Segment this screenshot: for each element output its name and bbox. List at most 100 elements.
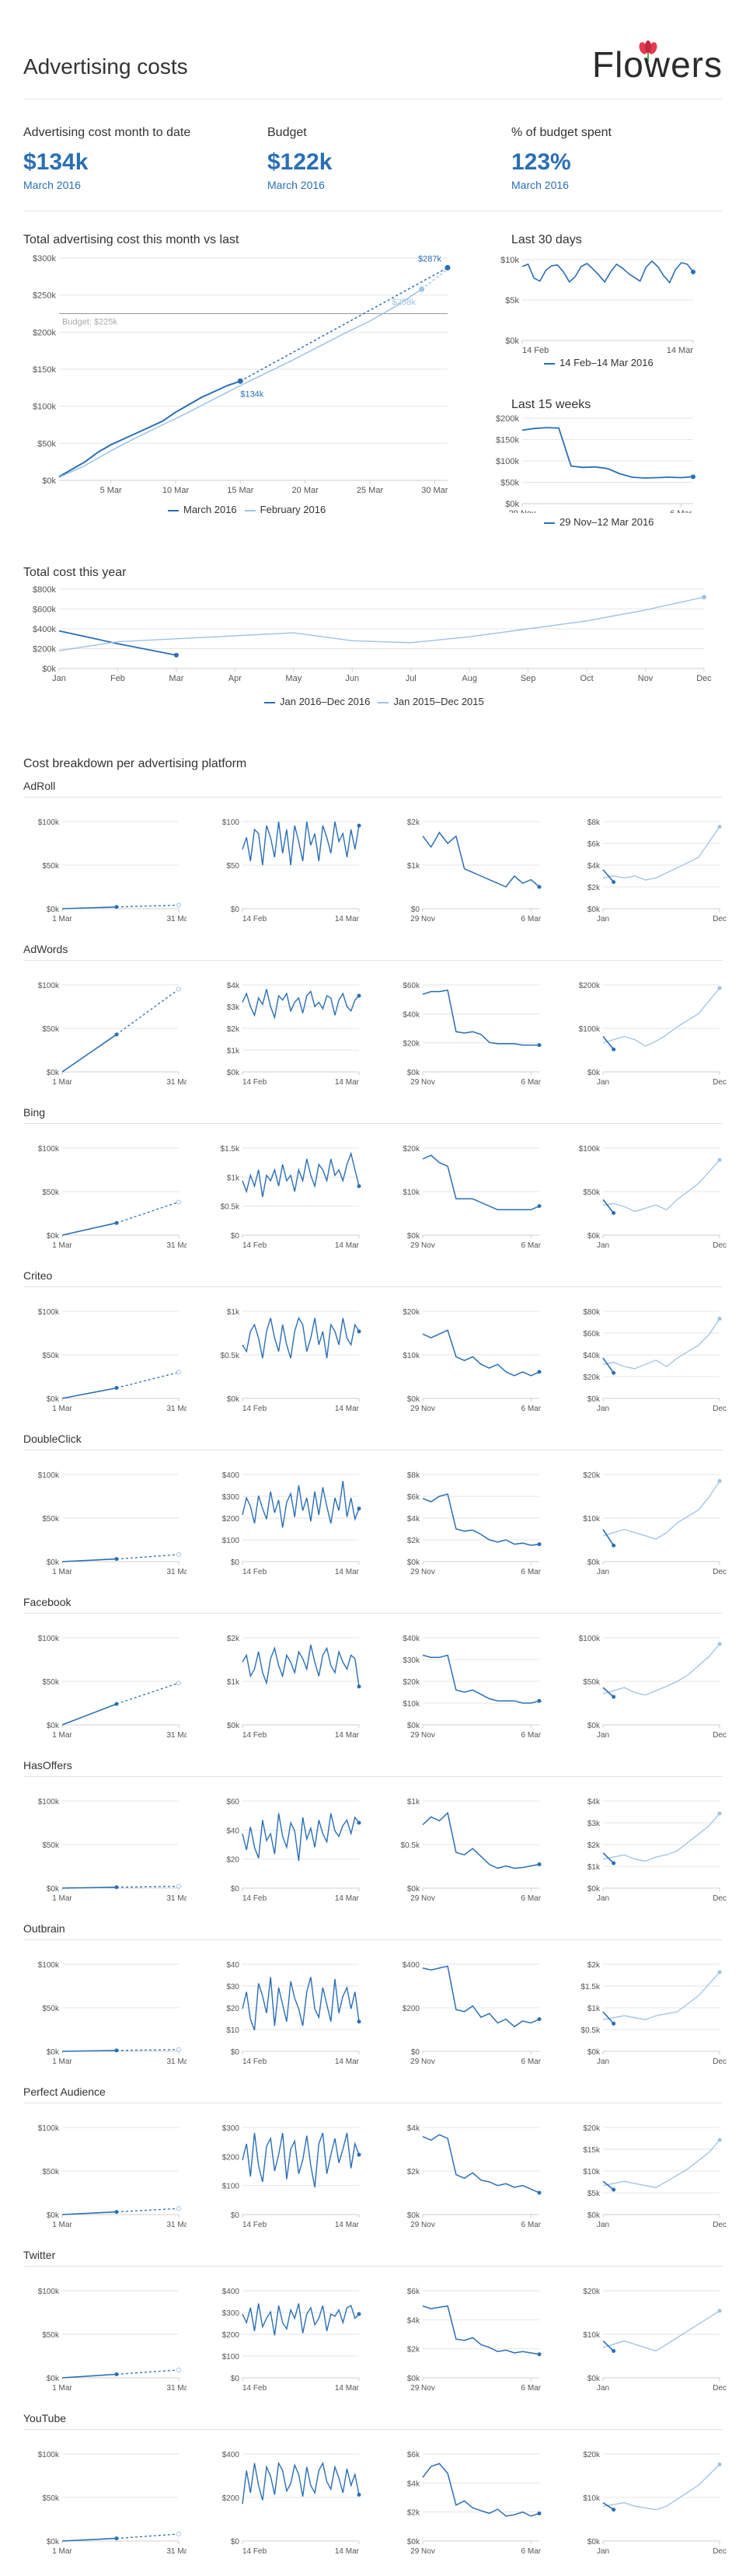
x-tick-label: Feb — [110, 674, 125, 683]
x-tick-label: 29 Nov — [410, 2384, 435, 2393]
y-tick-label: $100k — [38, 1635, 60, 1643]
y-tick-label: $50k — [42, 1189, 60, 1197]
current-year-end-point — [612, 1210, 616, 1215]
projection-end-point — [176, 2367, 181, 2372]
y-tick-label: $0 — [411, 906, 420, 914]
series-end-point — [444, 264, 451, 271]
current-year-end-point — [612, 1861, 616, 1866]
kpi-period: March 2016 — [267, 179, 325, 191]
y-tick-label: $50k — [583, 1678, 601, 1687]
y-tick-label: $8k — [587, 819, 601, 827]
y-tick-label: $15k — [583, 2146, 601, 2155]
x-tick-label: Dec — [713, 2058, 727, 2066]
y-tick-label: $2k — [587, 1961, 601, 1970]
x-tick-label: Nov — [638, 674, 654, 683]
x-tick-label: 30 Mar — [421, 486, 448, 495]
y-tick-label: $400 — [222, 1471, 240, 1480]
budget-label: Budget: $225k — [62, 318, 117, 327]
kpi-label: Budget — [267, 126, 307, 139]
last30-chart-title: Last 30 days — [511, 233, 582, 246]
current-year-line — [602, 1852, 615, 1864]
x-tick-label: Jan — [52, 674, 66, 683]
previous-year-line — [602, 826, 720, 881]
y-tick-label: $0k — [47, 2538, 60, 2546]
y-tick-label: $100 — [222, 2183, 240, 2191]
series-end-point — [691, 269, 695, 274]
platform-month-chart: $0k $50k $100k 1 Mar 31 Mar — [38, 982, 186, 1087]
platform-last30-chart: $0 $50 $100 14 Feb 14 Mar — [222, 819, 361, 923]
x-tick-label: 1 Mar — [52, 1568, 72, 1576]
series-point — [114, 2536, 119, 2541]
previous-year-line — [602, 1480, 720, 1540]
x-tick-label: 29 Nov — [410, 1078, 435, 1087]
y-tick-label: $0k — [47, 1069, 60, 1077]
x-tick-label: 10 Mar — [162, 486, 190, 495]
y-tick-label: $100 — [222, 1537, 240, 1545]
y-tick-label: $0k — [47, 2375, 60, 2383]
y-tick-label: $8k — [407, 1471, 420, 1480]
x-tick-label: Dec — [713, 1078, 727, 1087]
series-point — [114, 2048, 119, 2053]
y-tick-label: $10k — [583, 2331, 601, 2340]
y-tick-label: $20k — [583, 2451, 601, 2459]
x-tick-label: 6 Mar — [521, 915, 542, 923]
x-tick-label: 1 Mar — [52, 915, 72, 923]
x-tick-label: 14 Mar — [335, 915, 360, 923]
series-end-point — [357, 2152, 361, 2157]
y-tick-label: $3k — [587, 1820, 601, 1828]
y-tick-label: $6k — [587, 840, 601, 849]
y-tick-label: $0k — [505, 500, 519, 509]
x-tick-label: 6 Mar — [670, 509, 692, 513]
y-tick-label: $4k — [407, 2124, 420, 2133]
y-tick-label: $0 — [231, 2048, 240, 2057]
x-tick-label: 29 Nov — [410, 2058, 435, 2066]
legend-swatch — [168, 509, 179, 511]
series-end-point — [357, 2312, 361, 2316]
platform-divider — [23, 1286, 723, 1287]
series-line — [61, 1703, 117, 1726]
series-line — [58, 630, 177, 656]
x-tick-label: 6 Mar — [521, 1568, 542, 1576]
y-tick-label: $200k — [33, 645, 56, 654]
x-tick-label: 14 Feb — [242, 1731, 267, 1740]
series-point — [114, 1386, 119, 1391]
x-tick-label: 14 Mar — [335, 1078, 360, 1087]
legend-item: Jan 2016–Dec 2016 — [264, 696, 370, 707]
platform-year-chart: $0k $0.5k $1k $1.5k $2k Jan Dec — [581, 1961, 727, 2066]
platform-month-chart: $0k $50k $100k 1 Mar 31 Mar — [38, 2451, 186, 2556]
current-year-line — [602, 2011, 615, 2024]
y-tick-label: $0k — [407, 1885, 420, 1894]
x-tick-label: Jan — [597, 2384, 609, 2393]
previous-year-line — [602, 987, 720, 1047]
x-tick-label: 29 Nov — [410, 915, 435, 923]
legend-label: 29 Nov–12 Mar 2016 — [560, 516, 654, 528]
y-tick-label: $100 — [222, 819, 240, 827]
legend-item: Jan 2015–Dec 2015 — [378, 696, 484, 707]
y-tick-label: $100k — [579, 1145, 601, 1154]
series-point — [114, 1032, 119, 1037]
y-tick-label: $0k — [47, 1722, 60, 1730]
series-end-point — [357, 1329, 361, 1334]
x-tick-label: Oct — [580, 674, 594, 683]
y-tick-label: $100k — [38, 982, 60, 990]
x-tick-label: 14 Mar — [335, 1568, 360, 1576]
x-tick-label: May — [285, 674, 302, 683]
x-tick-label: 1 Mar — [52, 1894, 72, 1903]
x-tick-label: 29 Nov — [410, 1568, 435, 1576]
y-tick-label: $2k — [407, 2168, 420, 2176]
x-tick-label: 6 Mar — [521, 2058, 542, 2066]
y-tick-label: $600k — [33, 606, 56, 615]
previous-year-line — [602, 2463, 720, 2511]
series-line — [61, 2537, 117, 2542]
platform-last15w-chart: $0 $1k $2k 29 Nov 6 Mar — [407, 819, 542, 923]
series-end-label: $287k — [418, 254, 441, 264]
y-tick-label: $0.5k — [221, 1352, 240, 1360]
projection-end-point — [176, 1681, 181, 1686]
x-tick-label: Jan — [597, 1405, 609, 1413]
series-line — [422, 990, 539, 1046]
platform-last30-chart: $0 $10 $20 $30 $40 14 Feb 14 Mar — [226, 1961, 361, 2066]
x-tick-label: 6 Mar — [521, 1078, 542, 1087]
y-tick-label: $800k — [33, 585, 56, 595]
y-tick-label: $1k — [407, 862, 420, 871]
y-tick-label: $100 — [222, 2353, 240, 2361]
